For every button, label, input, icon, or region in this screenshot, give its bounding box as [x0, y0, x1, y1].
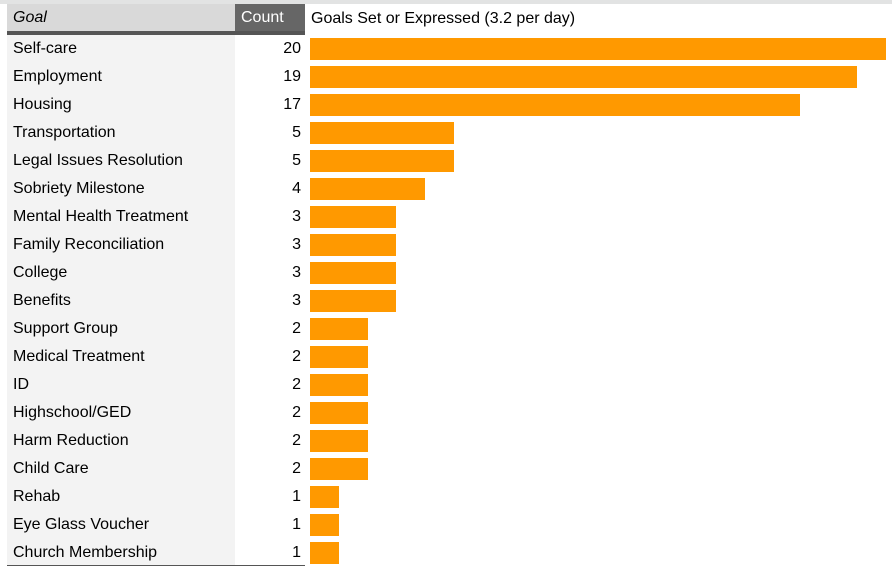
- count-cell[interactable]: 2: [292, 460, 301, 477]
- goal-cell[interactable]: Family Reconciliation: [13, 236, 165, 253]
- bar-church-membership: [310, 542, 339, 564]
- table-row[interactable]: Church Membership 1: [7, 539, 892, 567]
- bar-support-group: [310, 318, 368, 340]
- table-row[interactable]: College 3: [7, 259, 892, 287]
- count-cell[interactable]: 1: [292, 488, 301, 505]
- table-row[interactable]: Self-care 20: [7, 35, 892, 63]
- count-cell[interactable]: 4: [292, 180, 301, 197]
- goal-column-header[interactable]: Goal: [7, 4, 235, 31]
- bar-college: [310, 262, 396, 284]
- goal-cell[interactable]: ID: [13, 376, 29, 393]
- goal-cell[interactable]: Harm Reduction: [13, 432, 129, 449]
- bar-legal-issues-resolution: [310, 150, 454, 172]
- table-bottom-border: [7, 565, 305, 566]
- table-row[interactable]: Support Group 2: [7, 315, 892, 343]
- bar-mental-health-treatment: [310, 206, 396, 228]
- count-cell[interactable]: 1: [292, 544, 301, 561]
- bar-child-care: [310, 458, 368, 480]
- goal-column-background: [7, 4, 235, 566]
- bar-harm-reduction: [310, 430, 368, 452]
- bar-eye-glass-voucher: [310, 514, 339, 536]
- count-cell[interactable]: 2: [292, 376, 301, 393]
- count-cell[interactable]: 2: [292, 348, 301, 365]
- table-row[interactable]: Mental Health Treatment 3: [7, 203, 892, 231]
- count-cell[interactable]: 2: [292, 432, 301, 449]
- goal-cell[interactable]: Employment: [13, 68, 102, 85]
- goal-cell[interactable]: Housing: [13, 96, 72, 113]
- chart-title: Goals Set or Expressed (3.2 per day): [311, 10, 576, 27]
- bar-employment: [310, 66, 857, 88]
- goal-cell[interactable]: Rehab: [13, 488, 61, 505]
- goal-cell[interactable]: Benefits: [13, 292, 71, 309]
- count-cell[interactable]: 2: [292, 320, 301, 337]
- table-row[interactable]: Family Reconciliation 3: [7, 231, 892, 259]
- count-cell[interactable]: 5: [292, 124, 301, 141]
- count-cell[interactable]: 2: [292, 404, 301, 421]
- header-divider: [7, 31, 305, 35]
- table-row[interactable]: Benefits 3: [7, 287, 892, 315]
- bar-sobriety-milestone: [310, 178, 425, 200]
- table-row[interactable]: Harm Reduction 2: [7, 427, 892, 455]
- bar-rehab: [310, 486, 339, 508]
- count-cell[interactable]: 19: [283, 68, 301, 85]
- count-cell[interactable]: 5: [292, 152, 301, 169]
- count-column-header[interactable]: Count: [235, 4, 305, 31]
- count-cell[interactable]: 20: [283, 40, 301, 57]
- goal-cell[interactable]: Child Care: [13, 460, 89, 477]
- bar-id: [310, 374, 368, 396]
- table-row[interactable]: ID 2: [7, 371, 892, 399]
- bar-family-reconciliation: [310, 234, 396, 256]
- bar-self-care: [310, 38, 886, 60]
- goal-cell[interactable]: Sobriety Milestone: [13, 180, 145, 197]
- table-row[interactable]: Legal Issues Resolution 5: [7, 147, 892, 175]
- table-row[interactable]: Employment 19: [7, 63, 892, 91]
- goal-cell[interactable]: Self-care: [13, 40, 78, 57]
- bar-highschool-ged: [310, 402, 368, 424]
- count-cell[interactable]: 3: [292, 264, 301, 281]
- goal-cell[interactable]: Medical Treatment: [13, 348, 145, 365]
- count-cell[interactable]: 17: [283, 96, 301, 113]
- table-row[interactable]: Transportation 5: [7, 119, 892, 147]
- sheet-top-edge: [0, 0, 892, 4]
- goal-cell[interactable]: Church Membership: [13, 544, 158, 561]
- count-cell[interactable]: 1: [292, 516, 301, 533]
- goal-cell[interactable]: Mental Health Treatment: [13, 208, 189, 225]
- count-cell[interactable]: 3: [292, 236, 301, 253]
- table-row[interactable]: Rehab 1: [7, 483, 892, 511]
- goal-cell[interactable]: Transportation: [13, 124, 116, 141]
- goal-cell[interactable]: Highschool/GED: [13, 404, 132, 421]
- table-row[interactable]: Highschool/GED 2: [7, 399, 892, 427]
- goal-cell[interactable]: Eye Glass Voucher: [13, 516, 150, 533]
- bar-transportation: [310, 122, 454, 144]
- count-cell[interactable]: 3: [292, 292, 301, 309]
- count-cell[interactable]: 3: [292, 208, 301, 225]
- goal-cell[interactable]: Support Group: [13, 320, 118, 337]
- table-row[interactable]: Medical Treatment 2: [7, 343, 892, 371]
- goal-cell[interactable]: College: [13, 264, 68, 281]
- bar-benefits: [310, 290, 396, 312]
- table-row[interactable]: Sobriety Milestone 4: [7, 175, 892, 203]
- bar-medical-treatment: [310, 346, 368, 368]
- table-row[interactable]: Child Care 2: [7, 455, 892, 483]
- table-row[interactable]: Eye Glass Voucher 1: [7, 511, 892, 539]
- table-row[interactable]: Housing 17: [7, 91, 892, 119]
- bar-housing: [310, 94, 800, 116]
- goal-cell[interactable]: Legal Issues Resolution: [13, 152, 183, 169]
